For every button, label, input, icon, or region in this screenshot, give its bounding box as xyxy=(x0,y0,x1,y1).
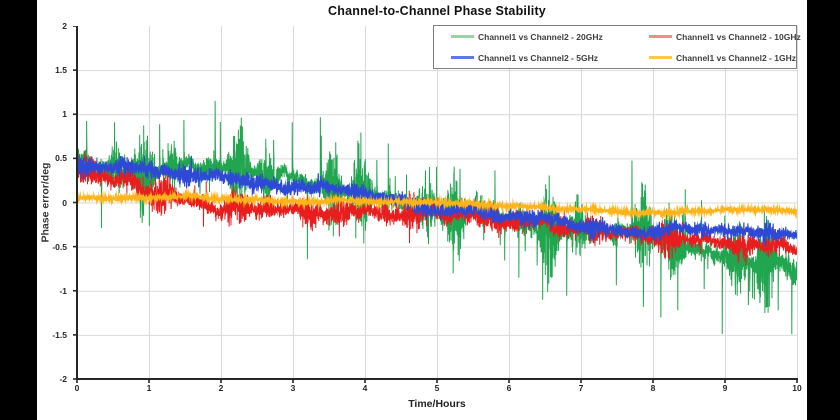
legend-label-5ghz: Channel1 vs Channel2 - 5GHz xyxy=(478,52,598,63)
y-tick-label: -0.5 xyxy=(52,241,67,252)
y-tick-label: -2 xyxy=(59,374,67,384)
legend-label-20ghz: Channel1 vs Channel2 - 20GHz xyxy=(478,31,603,42)
chart-title: Channel-to-Channel Phase Stability xyxy=(328,4,546,18)
x-tick-label: 7 xyxy=(578,383,584,393)
legend-line-5ghz-icon xyxy=(451,56,474,59)
legend-item-20ghz: Channel1 vs Channel2 - 20GHz xyxy=(451,26,649,47)
y-tick-label: -1 xyxy=(59,285,67,296)
y-tick-label: 1 xyxy=(62,109,67,120)
y-tick-label: 0.5 xyxy=(55,153,67,164)
x-tick-label: 0 xyxy=(74,383,80,393)
left-black-bar xyxy=(0,0,37,420)
x-tick-label: 2 xyxy=(218,383,224,393)
legend-line-10ghz-icon xyxy=(649,35,672,38)
y-tick-label: 1.5 xyxy=(55,65,67,76)
y-axis-title: Phase error/deg xyxy=(39,162,52,243)
x-tick-label: 5 xyxy=(434,383,440,393)
y-tick-label: -1.5 xyxy=(52,329,67,340)
legend-item-1ghz: Channel1 vs Channel2 - 1GHz xyxy=(649,47,801,68)
x-axis-title: Time/Hours xyxy=(408,398,466,410)
legend-line-1ghz-icon xyxy=(649,56,672,59)
x-tick-label: 1 xyxy=(146,383,152,393)
legend-item-5ghz: Channel1 vs Channel2 - 5GHz xyxy=(451,47,649,68)
legend-label-1ghz: Channel1 vs Channel2 - 1GHz xyxy=(676,52,796,63)
chart-plot-canvas xyxy=(71,26,799,386)
legend-label-10ghz: Channel1 vs Channel2 - 10GHz xyxy=(676,31,801,42)
x-tick-label: 9 xyxy=(722,383,728,393)
legend: Channel1 vs Channel2 - 20GHz Channel1 vs… xyxy=(433,25,801,69)
x-tick-label: 6 xyxy=(506,383,512,393)
x-tick-label: 10 xyxy=(792,383,802,393)
right-black-bar xyxy=(807,0,840,420)
x-tick-label: 3 xyxy=(290,383,296,393)
x-tick-label: 4 xyxy=(362,383,368,393)
y-tick-label: 2 xyxy=(62,21,67,31)
y-tick-label: 0 xyxy=(62,197,67,208)
x-tick-label: 8 xyxy=(650,383,656,393)
legend-line-20ghz-icon xyxy=(451,35,474,38)
legend-item-10ghz: Channel1 vs Channel2 - 10GHz xyxy=(649,26,801,47)
